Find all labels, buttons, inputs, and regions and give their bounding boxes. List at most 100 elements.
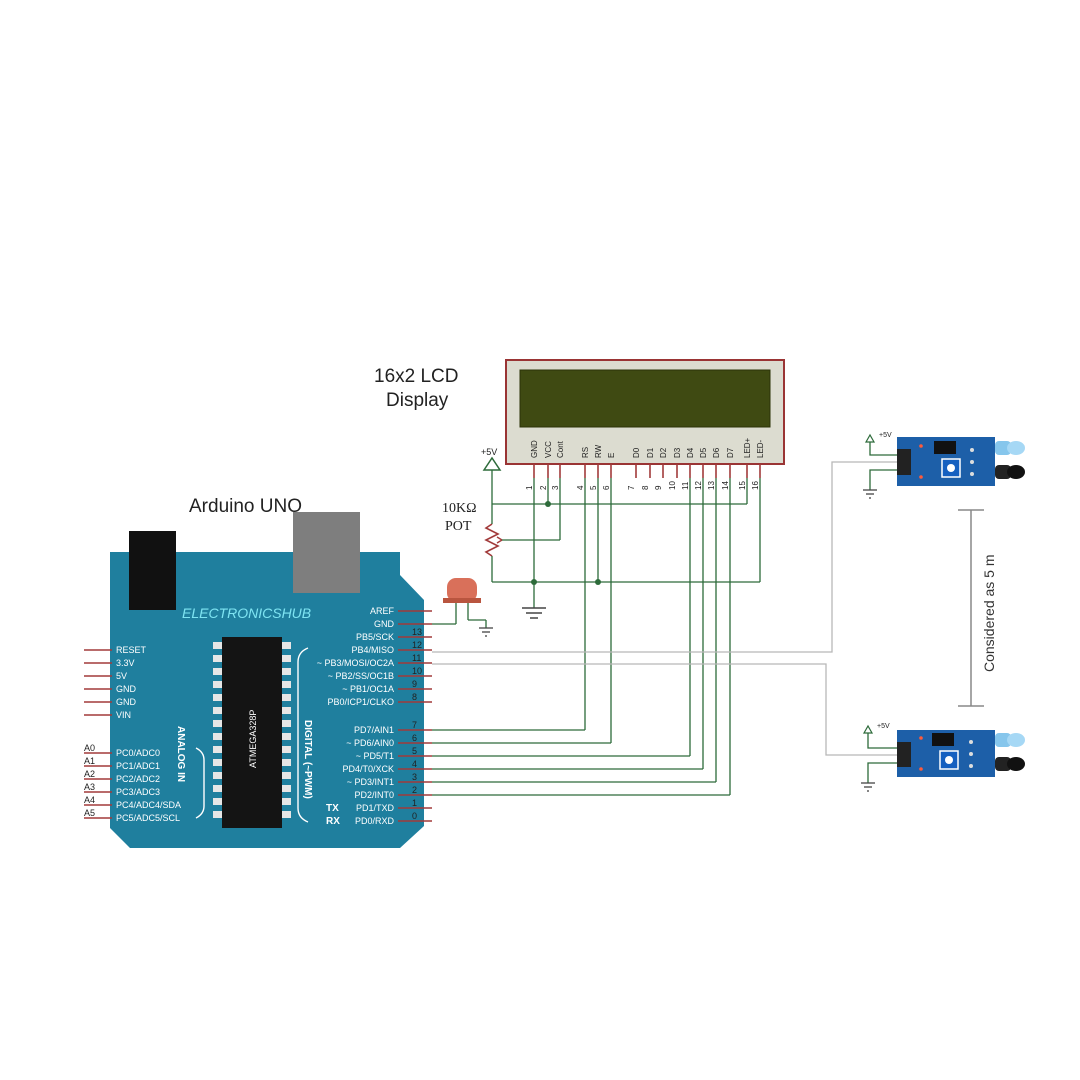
digital-pin-label: ~ PB3/MOSI/OC2A [317, 658, 394, 668]
lcd-module: GND 1 VCC 2 Cont 3 RS 4 RW 5 E 6 D0 7 D1 8 D2 9 D3 10 D4 11 D5… [505, 359, 785, 490]
lcd-title-line1: 16x2 LCD [374, 366, 459, 387]
chip-pin [282, 746, 291, 753]
chip-pin [213, 733, 222, 740]
lcd-pin-number: 3 [551, 485, 560, 490]
lcd-pin-name: D1 [646, 447, 655, 458]
lcd-ground-icon [522, 604, 546, 619]
sensor-2-receiver-led [995, 757, 1011, 771]
lcd-pin-number: 7 [627, 485, 636, 490]
chip-pin [282, 681, 291, 688]
power-pin-label: GND [116, 697, 137, 707]
digital-pin-number: 8 [412, 692, 417, 702]
power-pin-label: GND [116, 684, 137, 694]
lcd-pin-number: 12 [694, 481, 703, 490]
chip-pin [213, 681, 222, 688]
lcd-pin-name: GND [530, 440, 539, 458]
digital-pin-label: AREF [370, 606, 395, 616]
analog-label: ANALOG IN [175, 726, 186, 782]
analog-pin-label: PC0/ADC0 [116, 748, 160, 758]
digital-pin-number: 4 [412, 759, 417, 769]
buzzer-body [447, 578, 477, 602]
digital-pin-label: PB5/SCK [356, 632, 394, 642]
lcd-pin-name: D2 [659, 447, 668, 458]
buzzer-ground-icon [479, 627, 493, 637]
power-pin-label: 5V [116, 671, 127, 681]
chip-pin [282, 668, 291, 675]
analog-pin-id: A0 [84, 743, 95, 753]
buzzer-base [443, 598, 481, 603]
lcd-vcc-label: +5V [481, 447, 497, 457]
digital-pin-number: 13 [412, 627, 422, 637]
lcd-pin-name: RS [581, 447, 590, 458]
lcd-pin-name: LED+ [743, 437, 752, 458]
lcd-pin-number: 5 [589, 485, 598, 490]
distance-label: Considered as 5 m [981, 554, 997, 672]
analog-pin-id: A1 [84, 756, 95, 766]
pot-value: 10KΩ [442, 501, 477, 516]
chip-pin [213, 759, 222, 766]
pot-wiper-arrow-icon [496, 536, 503, 544]
analog-pin-id: A3 [84, 782, 95, 792]
lcd-pin-number: 14 [721, 481, 730, 490]
arduino-board: ELECTRONICSHUB ATMEGA328P ANALOG IN DIGI… [84, 512, 432, 848]
chip-pins [213, 642, 291, 818]
atmega-chip [222, 637, 282, 828]
chip-pin [282, 811, 291, 818]
digital-pin-number: 11 [412, 653, 421, 663]
chip-pin [213, 798, 222, 805]
chip-pin [213, 772, 222, 779]
lcd-pin-name: VCC [544, 441, 553, 458]
chip-pin [282, 720, 291, 727]
chip-pin [213, 642, 222, 649]
analog-pin-label: PC1/ADC1 [116, 761, 160, 771]
pot-name: POT [445, 519, 472, 534]
lcd-pin-number: 6 [602, 485, 611, 490]
digital-pin-number: 6 [412, 733, 417, 743]
sensor-1-emitter-led [995, 441, 1011, 455]
sensor-1-ground-icon [863, 489, 877, 499]
lcd-pin-name: D6 [712, 447, 721, 458]
digital-bracket [297, 647, 309, 823]
digital-pin-label: ~ PD3/INT1 [347, 777, 394, 787]
analog-pin-id: A4 [84, 795, 95, 805]
lcd-pin-number: 2 [539, 485, 548, 490]
pot-resistor-icon [484, 523, 500, 557]
digital-pin-number: 5 [412, 746, 417, 756]
analog-pin-label: PC2/ADC2 [116, 774, 160, 784]
buzzer [432, 578, 493, 637]
lcd-pin-name: D0 [632, 447, 641, 458]
chip-pin [282, 655, 291, 662]
chip-pin [282, 798, 291, 805]
lcd-pin-name: Cont [556, 440, 565, 458]
power-pin-label: RESET [116, 645, 147, 655]
analog-pin-label: PC5/ADC5/SCL [116, 813, 180, 823]
potentiometer [484, 523, 503, 557]
ir-sensor-1: +5V [863, 432, 1025, 499]
chip-pin [213, 707, 222, 714]
digital-pin-label: PD0/RXD [355, 816, 395, 826]
lcd-pin-name: D5 [699, 447, 708, 458]
analog-pin-id: A5 [84, 808, 95, 818]
digital-pin-label: PB0/ICP1/CLKO [327, 697, 394, 707]
digital-pin-label: ~ PB1/OC1A [342, 684, 394, 694]
chip-pin [213, 655, 222, 662]
sensor-2-ic [932, 733, 954, 746]
chip-pin [213, 720, 222, 727]
chip-pin [213, 694, 222, 701]
sensor-1-receiver-led [995, 465, 1011, 479]
digital-pin-label: ~ PB2/SS/OC1B [328, 671, 394, 681]
digital-pin-number: 7 [412, 720, 417, 730]
lcd-pin-number: 1 [525, 485, 534, 490]
lcd-pin-name: E [607, 453, 616, 458]
analog-pin-label: PC3/ADC3 [116, 787, 160, 797]
analog-pin-label: PC4/ADC4/SDA [116, 800, 181, 810]
sensor-1-header [897, 449, 911, 475]
chip-pin [282, 785, 291, 792]
lcd-pin-row: GND 1 VCC 2 Cont 3 RS 4 RW 5 E 6 D0 7 D1 8 D2 9 D3 10 D4 11 D5… [525, 437, 765, 490]
chip-pin [213, 785, 222, 792]
sensor-2-vcc-label: +5V [877, 723, 890, 730]
lcd-pin-name: D4 [686, 447, 695, 458]
chip-pin [282, 759, 291, 766]
